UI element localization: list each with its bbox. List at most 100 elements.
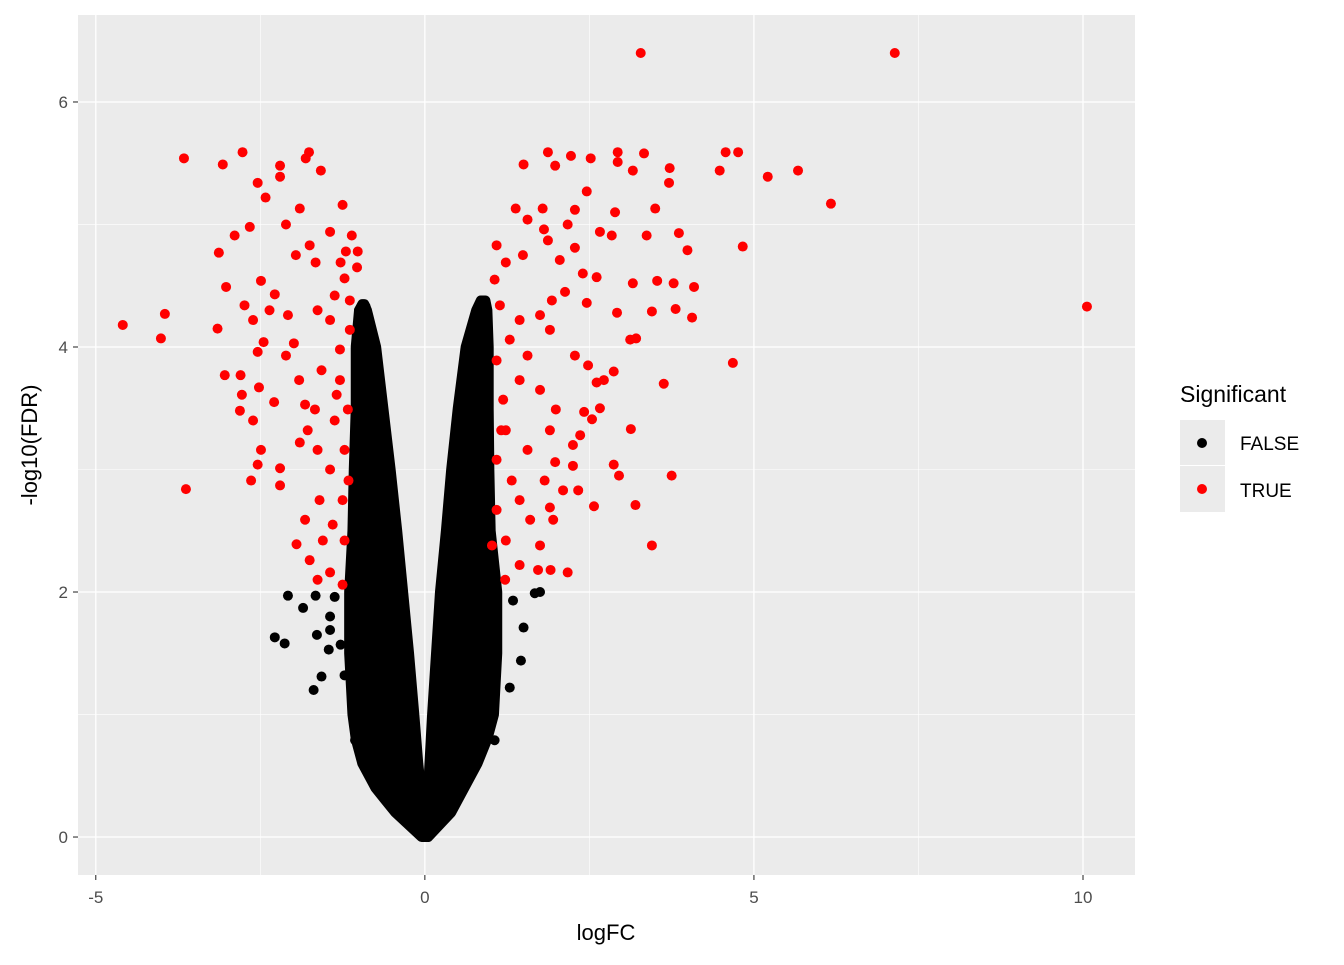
nonsignificant-point: [339, 670, 350, 681]
x-tick-label: -5: [88, 888, 103, 907]
significant-point: [664, 177, 675, 188]
significant-point: [159, 308, 170, 319]
significant-point: [585, 153, 596, 164]
significant-point: [514, 495, 525, 506]
significant-point: [550, 404, 561, 415]
significant-point: [255, 444, 266, 455]
significant-point: [625, 424, 636, 435]
significant-point: [544, 324, 555, 335]
legend-label-true: TRUE: [1240, 481, 1292, 502]
significant-point: [339, 444, 350, 455]
significant-point: [594, 403, 605, 414]
significant-point: [737, 241, 748, 252]
significant-point: [316, 365, 327, 376]
significant-point: [327, 519, 338, 530]
significant-point: [565, 150, 576, 161]
significant-point: [275, 480, 286, 491]
significant-point: [236, 389, 247, 400]
significant-point: [535, 384, 546, 395]
significant-point: [178, 153, 189, 164]
significant-point: [213, 247, 224, 258]
x-tick-label: 0: [420, 888, 429, 907]
significant-point: [258, 337, 269, 348]
significant-point: [343, 475, 354, 486]
significant-point: [687, 312, 698, 323]
significant-point: [720, 147, 731, 158]
significant-point: [315, 165, 326, 176]
significant-point: [500, 574, 511, 585]
significant-point: [235, 370, 246, 381]
nonsignificant-point: [310, 590, 321, 601]
significant-point: [558, 485, 569, 496]
significant-point: [219, 370, 230, 381]
significant-point: [610, 207, 621, 218]
significant-point: [608, 366, 619, 377]
significant-point: [252, 346, 263, 357]
significant-point: [560, 286, 571, 297]
significant-point: [569, 242, 580, 253]
significant-point: [229, 230, 240, 241]
significant-point: [294, 375, 305, 386]
x-axis-title: logFC: [577, 920, 636, 945]
axis-ticks: -5 0 5 10 0 2 4 6: [59, 93, 1093, 907]
significant-point: [594, 226, 605, 237]
significant-point: [646, 540, 657, 551]
significant-point: [325, 567, 336, 578]
nonsignificant-point: [518, 622, 529, 633]
nonsignificant-point: [298, 602, 309, 613]
y-axis-title: -log10(FDR): [17, 384, 42, 505]
significant-point: [352, 246, 363, 257]
significant-point: [294, 437, 305, 448]
significant-point: [486, 540, 497, 551]
significant-point: [239, 300, 250, 311]
significant-point: [498, 394, 509, 405]
nonsignificant-point: [360, 301, 371, 312]
significant-point: [255, 275, 266, 286]
significant-point: [583, 360, 594, 371]
significant-point: [314, 495, 325, 506]
nonsignificant-point: [489, 735, 500, 746]
significant-point: [641, 230, 652, 241]
significant-point: [689, 281, 700, 292]
significant-point: [269, 289, 280, 300]
significant-point: [650, 203, 661, 214]
significant-point: [539, 475, 550, 486]
significant-point: [496, 425, 507, 436]
legend-key-false: [1197, 438, 1207, 448]
y-tick-label: 6: [59, 93, 68, 112]
significant-point: [606, 230, 617, 241]
significant-point: [612, 307, 623, 318]
significant-point: [714, 165, 725, 176]
nonsignificant-point: [504, 682, 515, 693]
legend-label-false: FALSE: [1240, 434, 1299, 455]
significant-point: [575, 430, 586, 441]
significant-point: [514, 560, 525, 571]
plot-panel: [78, 15, 1135, 875]
significant-point: [491, 454, 502, 465]
significant-point: [352, 262, 363, 273]
significant-point: [608, 459, 619, 470]
legend-key-true: [1197, 484, 1207, 494]
significant-point: [264, 305, 275, 316]
significant-point: [294, 203, 305, 214]
significant-point: [310, 257, 321, 268]
significant-point: [337, 495, 348, 506]
significant-point: [581, 186, 592, 197]
significant-point: [329, 290, 340, 301]
significant-point: [579, 406, 590, 417]
significant-point: [510, 203, 521, 214]
significant-point: [635, 47, 646, 58]
significant-point: [639, 148, 650, 159]
significant-point: [248, 315, 259, 326]
significant-point: [627, 165, 638, 176]
significant-point: [569, 204, 580, 215]
significant-point: [544, 502, 555, 513]
significant-point: [1081, 301, 1092, 312]
significant-point: [612, 147, 623, 158]
significant-point: [335, 257, 346, 268]
significant-point: [514, 375, 525, 386]
significant-point: [554, 255, 565, 266]
significant-point: [762, 171, 773, 182]
significant-point: [542, 147, 553, 158]
significant-point: [339, 535, 350, 546]
